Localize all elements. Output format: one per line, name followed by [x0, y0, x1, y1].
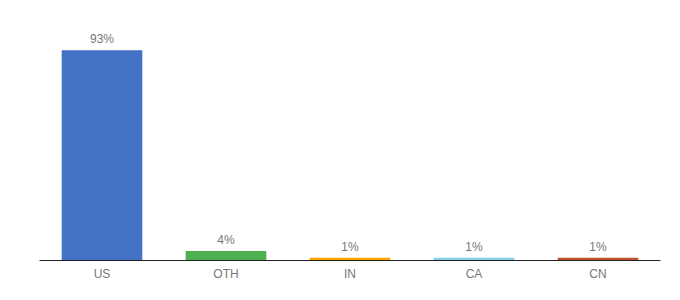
svg-text:CN: CN — [589, 267, 606, 281]
svg-text:93%: 93% — [90, 32, 114, 46]
svg-text:IN: IN — [344, 267, 356, 281]
svg-text:1%: 1% — [589, 240, 607, 254]
svg-text:4%: 4% — [217, 233, 235, 247]
svg-text:CA: CA — [466, 267, 483, 281]
svg-text:OTH: OTH — [213, 267, 238, 281]
svg-text:US: US — [94, 267, 111, 281]
svg-text:1%: 1% — [465, 240, 483, 254]
svg-text:1%: 1% — [341, 240, 359, 254]
